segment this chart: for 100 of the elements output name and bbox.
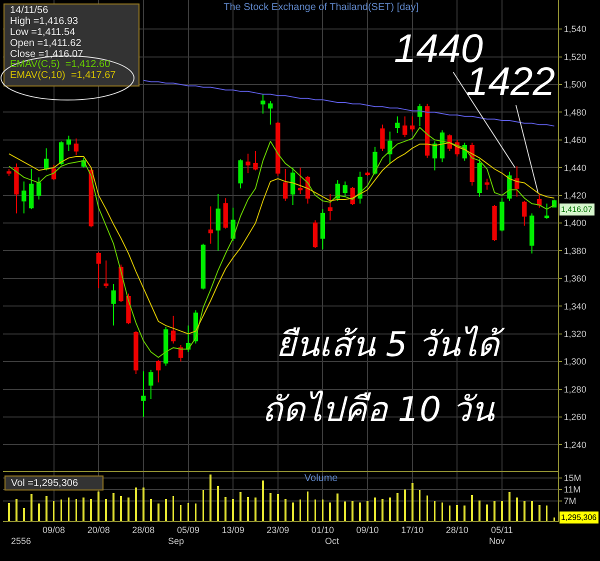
candlestick <box>335 180 340 202</box>
candlestick <box>544 203 550 220</box>
candlestick <box>223 198 228 230</box>
candlestick <box>96 252 101 289</box>
candlestick <box>268 100 273 126</box>
annotation: Low =1,411.54 <box>10 27 76 38</box>
chart-title: Volume <box>304 473 338 484</box>
candlestick <box>29 168 34 210</box>
candlestick <box>74 138 79 156</box>
candlestick <box>6 168 12 176</box>
candlestick <box>111 283 116 326</box>
text: EMAV(C,10) =1,417.67 <box>10 70 116 81</box>
y-tick-label: 1,360 <box>564 274 586 284</box>
chart-title: The Stock Exchange of Thailand(SET) [day] <box>224 2 419 13</box>
candlestick <box>200 243 206 290</box>
annotation: ถัดไปคือ 10 วัน <box>262 390 495 430</box>
x-tick-label: 09/08 <box>42 524 66 535</box>
text: 1,416.07 <box>561 205 593 214</box>
annotation: Open =1,411.62 <box>10 38 82 49</box>
candlestick <box>104 260 108 289</box>
candlestick <box>186 325 191 352</box>
candlestick <box>260 94 266 114</box>
y-tick-label: 1,320 <box>564 329 586 340</box>
line-series <box>8 126 555 358</box>
candlestick <box>164 326 168 366</box>
candlestick <box>14 162 19 214</box>
x-tick-label: 13/09 <box>222 524 244 535</box>
candlestick <box>238 158 243 189</box>
y-tick-label: 1,340 <box>564 301 586 312</box>
candlestick <box>342 180 348 198</box>
y-tick-label: 1,240 <box>564 440 586 450</box>
candlestick <box>530 212 534 254</box>
y-tick-label: 15M <box>564 472 582 483</box>
candlestick <box>410 116 415 132</box>
candlestick <box>216 193 220 252</box>
candlestick <box>320 208 326 250</box>
x-tick-label: 09/10 <box>356 524 379 535</box>
y-tick-label: 1,500 <box>564 80 586 90</box>
x-tick-label: 05/09 <box>176 524 200 535</box>
candlestick <box>253 150 258 171</box>
candlestick <box>312 220 318 248</box>
candlestick <box>432 140 438 171</box>
candlestick <box>22 180 26 214</box>
x-tick-label: 28/08 <box>132 524 155 535</box>
x-tick-label: 23/09 <box>266 524 290 535</box>
text: 1,295,306 <box>561 513 598 522</box>
candlestick <box>170 315 176 344</box>
candlestick <box>178 344 184 362</box>
candlestick <box>283 168 288 202</box>
y-tick-label: 1,460 <box>564 135 586 146</box>
candlestick <box>44 148 49 171</box>
candlestick <box>372 146 378 176</box>
y-tick-label: 7M <box>564 496 576 506</box>
y-tick-label: 1,300 <box>564 356 586 367</box>
annotation: High =1,416.93 <box>10 16 79 27</box>
candlestick <box>141 370 146 418</box>
candlestick <box>156 360 161 383</box>
x-tick-label: 28/10 <box>446 524 468 535</box>
y-tick-label: 1,400 <box>564 218 586 228</box>
candlestick <box>492 204 497 242</box>
text: Oct <box>325 536 340 546</box>
y-tick-label: 1,520 <box>564 52 586 62</box>
y-tick-label: 1,480 <box>564 107 586 118</box>
y-tick-label: 1,440 <box>564 162 586 173</box>
candlestick <box>358 171 362 204</box>
x-tick-label: 05/11 <box>491 524 513 535</box>
candlestick <box>298 167 303 194</box>
candlestick <box>66 135 72 152</box>
text: 2556 <box>11 536 32 546</box>
candlestick <box>365 171 370 176</box>
x-tick-label: 17/10 <box>401 524 424 535</box>
candlestick <box>148 369 154 400</box>
annotation: 14/11/56 <box>10 5 49 16</box>
candlestick <box>380 124 385 152</box>
candlestick <box>514 166 520 198</box>
candlestick <box>424 103 430 158</box>
candlestick <box>134 330 138 375</box>
candlestick <box>484 178 490 190</box>
candlestick <box>477 158 482 198</box>
candlestick <box>500 198 504 232</box>
candlestick <box>507 171 512 202</box>
candlestick <box>290 167 296 206</box>
x-tick-label: 01/10 <box>311 524 334 535</box>
candlestick <box>440 130 445 163</box>
candlestick <box>328 193 332 221</box>
candlestick <box>126 293 131 325</box>
y-tick-label: 1,260 <box>564 412 586 422</box>
annotation: ยืนเส้น 5 วันได้ <box>276 325 506 365</box>
candlestick <box>36 176 42 200</box>
y-tick-label: 1,540 <box>564 24 586 34</box>
candlestick <box>395 116 400 134</box>
candlestick <box>118 264 124 302</box>
candlestick <box>402 116 408 138</box>
candlestick <box>58 140 64 166</box>
y-tick-label: 1,280 <box>564 384 586 394</box>
y-tick-label: 1,380 <box>564 246 586 256</box>
y-tick-label: 11M <box>564 484 581 494</box>
text: Sep <box>168 536 184 546</box>
annotation: Vol =1,295,306 <box>11 478 78 489</box>
candlestick <box>537 193 542 208</box>
